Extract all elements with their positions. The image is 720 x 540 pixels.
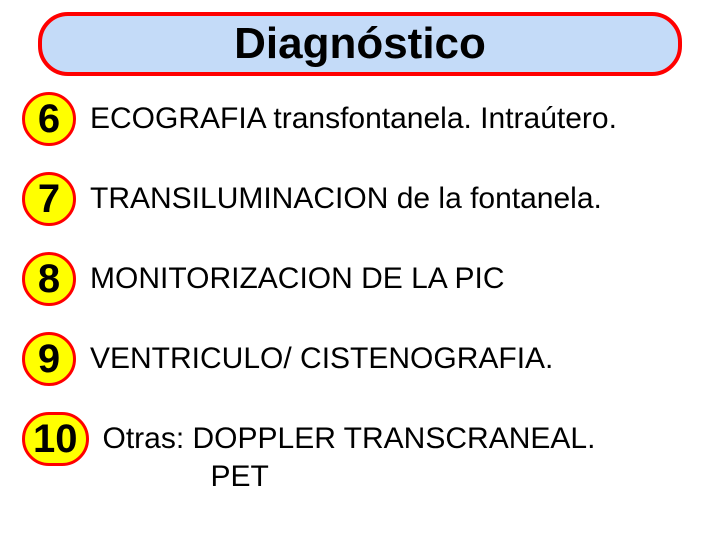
bullet-number: 7	[22, 172, 76, 226]
item-text-line2: PET	[211, 458, 596, 496]
title-text: Diagnóstico	[234, 22, 486, 66]
list-item: 9 VENTRICULO/ CISTENOGRAFIA.	[22, 332, 700, 386]
list-item: 8 MONITORIZACION DE LA PIC	[22, 252, 700, 306]
bullet-number: 9	[22, 332, 76, 386]
list-item: 6 ECOGRAFIA transfontanela. Intraútero.	[22, 92, 700, 146]
bullet-number: 10	[22, 412, 89, 466]
items-list: 6 ECOGRAFIA transfontanela. Intraútero. …	[22, 92, 700, 521]
bullet-number: 8	[22, 252, 76, 306]
slide: Diagnóstico 6 ECOGRAFIA transfontanela. …	[0, 0, 720, 540]
title-box: Diagnóstico	[38, 12, 682, 76]
item-text: Otras: DOPPLER TRANSCRANEAL. PET	[103, 412, 596, 495]
item-text: TRANSILUMINACION de la fontanela.	[90, 172, 602, 218]
item-text-line1: Otras: DOPPLER TRANSCRANEAL.	[103, 422, 596, 455]
item-text: ECOGRAFIA transfontanela. Intraútero.	[90, 92, 617, 138]
item-text: MONITORIZACION DE LA PIC	[90, 252, 505, 298]
list-item: 7 TRANSILUMINACION de la fontanela.	[22, 172, 700, 226]
item-text: VENTRICULO/ CISTENOGRAFIA.	[90, 332, 553, 378]
bullet-number: 6	[22, 92, 76, 146]
list-item: 10 Otras: DOPPLER TRANSCRANEAL. PET	[22, 412, 700, 495]
